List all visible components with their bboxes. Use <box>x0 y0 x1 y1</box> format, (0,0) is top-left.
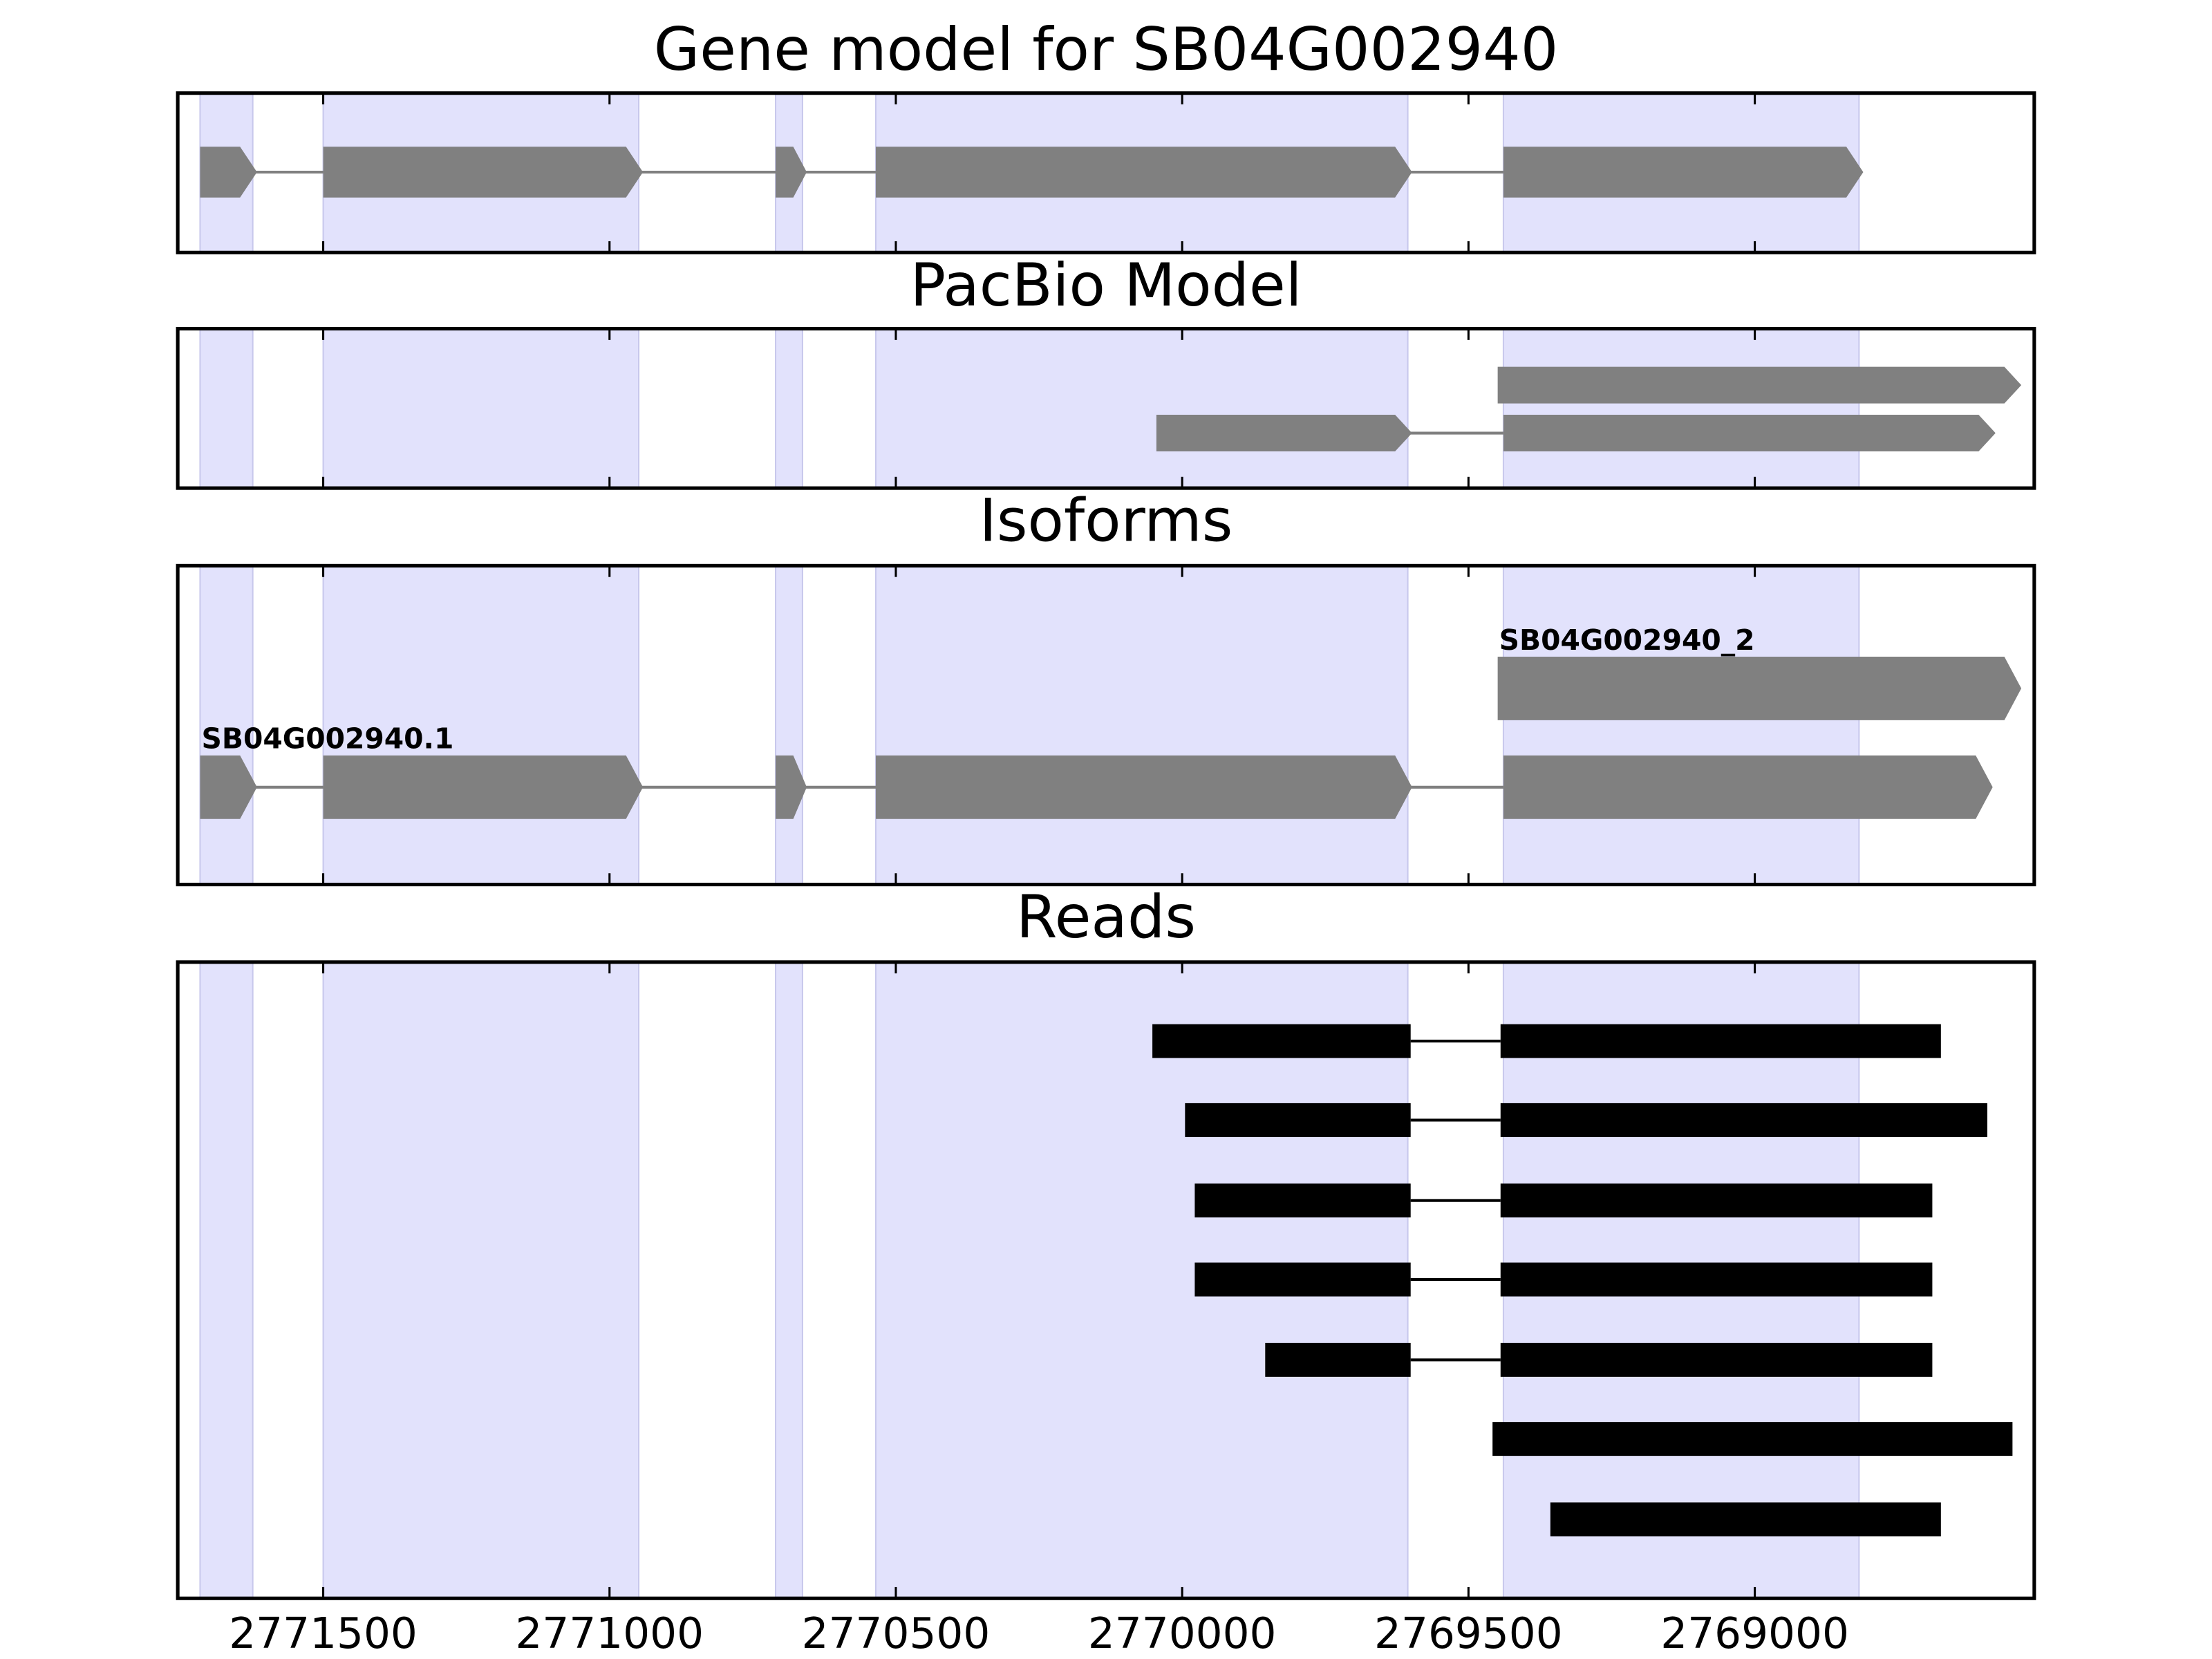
track <box>200 147 1864 198</box>
isoform-label: SB04G002940.1 <box>201 722 453 756</box>
track <box>1156 415 1996 452</box>
exon <box>1265 1342 1411 1377</box>
exon <box>1194 1183 1411 1218</box>
exon <box>1185 1103 1411 1137</box>
exon <box>1503 755 1993 819</box>
track <box>1550 1502 1941 1537</box>
panel-title: PacBio Model <box>910 251 1302 320</box>
track <box>1497 366 2022 404</box>
x-tick-label: 2769500 <box>1374 1609 1563 1658</box>
exon <box>875 755 1412 819</box>
panel-title: Isoforms <box>980 487 1233 556</box>
panel-frame <box>176 326 2036 490</box>
exon <box>1194 1262 1411 1297</box>
exon <box>323 755 644 819</box>
exon <box>1503 147 1864 198</box>
exon <box>1497 657 2022 720</box>
exon-shade <box>199 961 254 1600</box>
exon <box>1156 415 1412 452</box>
x-tick-label: 2770000 <box>1088 1609 1277 1658</box>
exon <box>1550 1502 1941 1537</box>
track <box>1492 1422 2013 1456</box>
x-tick-label: 2771000 <box>515 1609 704 1658</box>
track: SB04G002940_2 <box>1497 624 2022 720</box>
exon-shade <box>199 328 254 489</box>
panel-frame <box>176 91 2036 254</box>
exon <box>1497 366 2022 404</box>
exon-shade <box>774 565 803 885</box>
panel-title: Gene model for SB04G002940 <box>654 15 1558 84</box>
exon-shade <box>322 565 640 885</box>
track: SB04G002940.1 <box>200 722 1993 819</box>
track <box>1265 1342 1933 1377</box>
exon-shade <box>874 565 1409 885</box>
track <box>1152 1024 1941 1058</box>
exon-shade <box>1502 328 1860 489</box>
exon <box>200 755 257 819</box>
exon <box>1492 1422 2013 1456</box>
exon <box>1500 1024 1941 1058</box>
exon <box>200 147 257 198</box>
track <box>1185 1103 1987 1137</box>
exon-shade <box>322 961 640 1600</box>
exon-shade <box>322 328 640 489</box>
panel: Isoforms SB04G002940_2 SB04G002940.1 <box>176 487 2036 887</box>
exon-shade <box>199 565 254 885</box>
panel: PacBio Model <box>176 251 2036 490</box>
exon <box>1500 1103 1987 1137</box>
panel: Gene model for SB04G002940 <box>176 15 2036 254</box>
exon-shade <box>874 328 1409 489</box>
panel-frame <box>176 960 2036 1600</box>
panel: Reads 2771500 2771000 2770500 2770000 2769500… <box>176 883 2036 1658</box>
exon-shade <box>774 961 803 1600</box>
panel-title: Reads <box>1016 883 1196 952</box>
x-tick-label: 2770500 <box>802 1609 991 1658</box>
track <box>1194 1262 1933 1297</box>
panel-frame <box>176 563 2036 887</box>
track <box>1194 1183 1933 1218</box>
exon <box>1152 1024 1411 1058</box>
exon <box>776 147 807 198</box>
exon <box>776 755 807 819</box>
exon <box>323 147 644 198</box>
exon <box>875 147 1412 198</box>
exon <box>1503 415 1996 452</box>
x-tick-label: 2771500 <box>229 1609 418 1658</box>
exon-shade <box>774 328 803 489</box>
exon <box>1500 1262 1933 1297</box>
x-tick-label: 2769000 <box>1660 1609 1849 1658</box>
exon-shade <box>1502 565 1860 885</box>
isoform-label: SB04G002940_2 <box>1499 624 1755 657</box>
exon <box>1500 1183 1933 1218</box>
exon <box>1500 1342 1933 1377</box>
